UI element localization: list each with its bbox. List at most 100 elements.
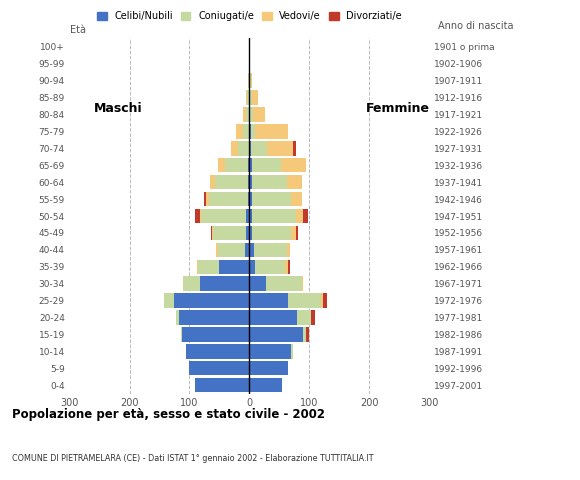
Bar xyxy=(195,209,200,223)
Bar xyxy=(219,260,249,274)
Bar xyxy=(249,158,252,172)
Bar xyxy=(238,141,249,156)
Bar xyxy=(249,260,255,274)
Bar xyxy=(246,90,247,105)
Bar xyxy=(248,192,249,206)
Text: Popolazione per età, sesso e stato civile - 2002: Popolazione per età, sesso e stato civil… xyxy=(12,408,325,420)
Bar xyxy=(216,243,218,257)
Bar xyxy=(218,158,226,172)
Bar xyxy=(249,124,251,139)
Bar xyxy=(249,108,250,122)
Bar xyxy=(200,209,201,223)
Bar xyxy=(190,361,249,375)
Bar xyxy=(249,276,266,291)
Bar xyxy=(204,192,206,206)
Bar xyxy=(212,226,213,240)
Bar xyxy=(252,209,296,223)
Bar xyxy=(267,141,292,156)
Bar xyxy=(298,310,310,324)
Bar xyxy=(250,108,253,122)
Text: Anno di nascita: Anno di nascita xyxy=(438,21,513,31)
Bar xyxy=(187,344,249,359)
Bar xyxy=(266,276,302,291)
Bar xyxy=(231,141,238,156)
Bar xyxy=(206,192,209,206)
Bar xyxy=(249,327,303,342)
Bar xyxy=(249,378,282,392)
Bar xyxy=(250,90,252,105)
Bar xyxy=(252,175,287,190)
Bar xyxy=(182,327,249,342)
Bar xyxy=(246,209,249,223)
Text: COMUNE DI PIETRAMELARA (CE) - Dati ISTAT 1° gennaio 2002 - Elaborazione TUTTITAL: COMUNE DI PIETRAMELARA (CE) - Dati ISTAT… xyxy=(12,454,373,463)
Bar xyxy=(249,175,252,190)
Bar xyxy=(164,293,175,308)
Text: Femmine: Femmine xyxy=(367,102,430,115)
Bar xyxy=(209,192,248,206)
Bar xyxy=(249,243,254,257)
Bar xyxy=(200,276,249,291)
Bar xyxy=(288,293,321,308)
Legend: Celibi/Nubili, Coniugati/e, Vedovi/e, Divorziati/e: Celibi/Nubili, Coniugati/e, Vedovi/e, Di… xyxy=(93,7,406,25)
Bar xyxy=(303,327,306,342)
Bar xyxy=(246,108,249,122)
Bar xyxy=(291,192,302,206)
Bar xyxy=(322,293,327,308)
Bar xyxy=(296,226,298,240)
Bar xyxy=(288,260,289,274)
Bar xyxy=(248,73,249,88)
Bar xyxy=(291,226,296,240)
Text: Maschi: Maschi xyxy=(93,102,142,115)
Bar xyxy=(251,73,252,88)
Bar xyxy=(255,124,288,139)
Bar xyxy=(175,293,249,308)
Bar xyxy=(236,124,244,139)
Bar xyxy=(249,192,252,206)
Bar xyxy=(251,124,255,139)
Bar xyxy=(302,276,303,291)
Bar xyxy=(296,209,303,223)
Bar xyxy=(252,158,281,172)
Bar xyxy=(249,226,252,240)
Bar xyxy=(306,327,309,342)
Bar xyxy=(246,226,249,240)
Bar xyxy=(287,243,290,257)
Bar xyxy=(249,73,250,88)
Bar xyxy=(201,209,246,223)
Bar xyxy=(183,276,200,291)
Bar xyxy=(249,141,251,156)
Bar xyxy=(252,90,258,105)
Bar xyxy=(249,310,298,324)
Bar xyxy=(215,175,248,190)
Bar xyxy=(179,310,249,324)
Bar xyxy=(292,141,296,156)
Bar xyxy=(245,243,249,257)
Bar xyxy=(253,108,265,122)
Bar xyxy=(310,310,316,324)
Bar xyxy=(303,209,307,223)
Bar xyxy=(249,57,250,71)
Bar xyxy=(248,158,249,172)
Bar xyxy=(287,175,302,190)
Bar xyxy=(211,175,215,190)
Bar xyxy=(251,141,267,156)
Bar xyxy=(218,243,245,257)
Bar xyxy=(181,327,182,342)
Bar xyxy=(285,260,288,274)
Bar xyxy=(213,226,246,240)
Bar xyxy=(195,378,249,392)
Bar xyxy=(226,158,248,172)
Bar xyxy=(211,226,212,240)
Bar xyxy=(252,226,291,240)
Bar xyxy=(254,243,287,257)
Bar xyxy=(244,124,249,139)
Bar xyxy=(291,344,292,359)
Bar xyxy=(249,293,288,308)
Text: Età: Età xyxy=(70,25,86,35)
Bar xyxy=(247,90,249,105)
Bar xyxy=(255,260,285,274)
Bar xyxy=(250,73,251,88)
Bar xyxy=(249,344,291,359)
Bar xyxy=(249,361,288,375)
Bar xyxy=(176,310,179,324)
